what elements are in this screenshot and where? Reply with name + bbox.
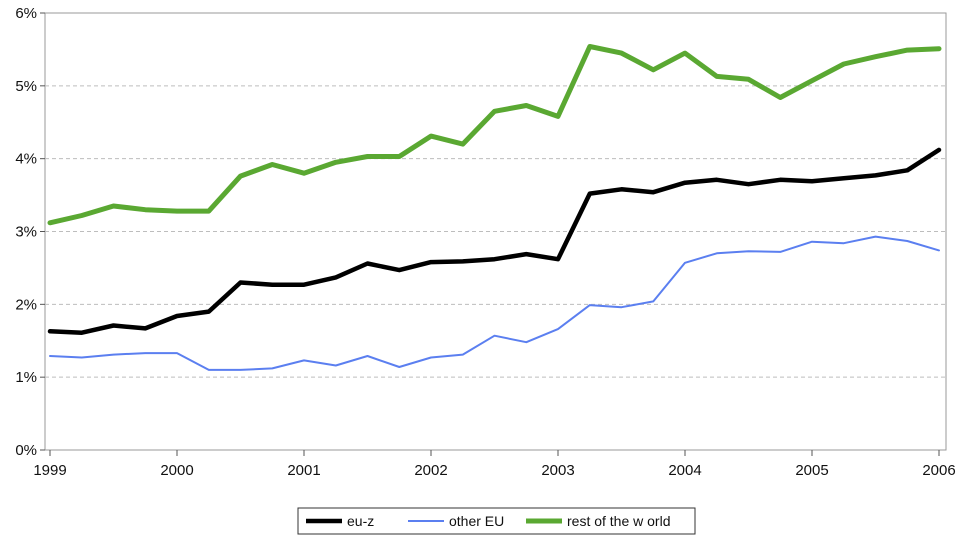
x-tick-label: 2001 [287, 462, 320, 479]
x-tick-label: 1999 [33, 462, 66, 479]
legend-label: rest of the w orld [567, 513, 671, 529]
x-tick-label: 2002 [414, 462, 447, 479]
legend-box [297, 507, 696, 535]
legend: eu-z other EU rest of the w orld [297, 507, 696, 535]
gridlines [45, 85, 946, 378]
series-line-2 [47, 44, 942, 226]
y-tick-label: 6% [15, 5, 37, 22]
y-tick-label: 0% [15, 442, 37, 459]
series-line-1 [49, 235, 940, 371]
y-axis: 0% 1% 2% 3% 4% 5% 6% [15, 5, 45, 459]
x-tick-label: 2005 [795, 462, 828, 479]
y-tick-label: 5% [15, 78, 37, 95]
series-lines [47, 44, 942, 371]
x-tick-label: 2003 [541, 462, 574, 479]
x-tick-label: 2004 [668, 462, 701, 479]
x-tick-label: 2000 [160, 462, 193, 479]
legend-label: eu-z [347, 513, 374, 529]
x-axis: 1999 2000 2001 2002 2003 2004 2005 2006 [33, 450, 956, 479]
y-tick-label: 1% [15, 369, 37, 386]
y-tick-label: 3% [15, 224, 37, 241]
legend-label: other EU [449, 513, 504, 529]
series-line-0 [47, 147, 942, 335]
y-tick-label: 2% [15, 296, 37, 313]
x-tick-label: 2006 [922, 462, 955, 479]
y-tick-label: 4% [15, 151, 37, 168]
